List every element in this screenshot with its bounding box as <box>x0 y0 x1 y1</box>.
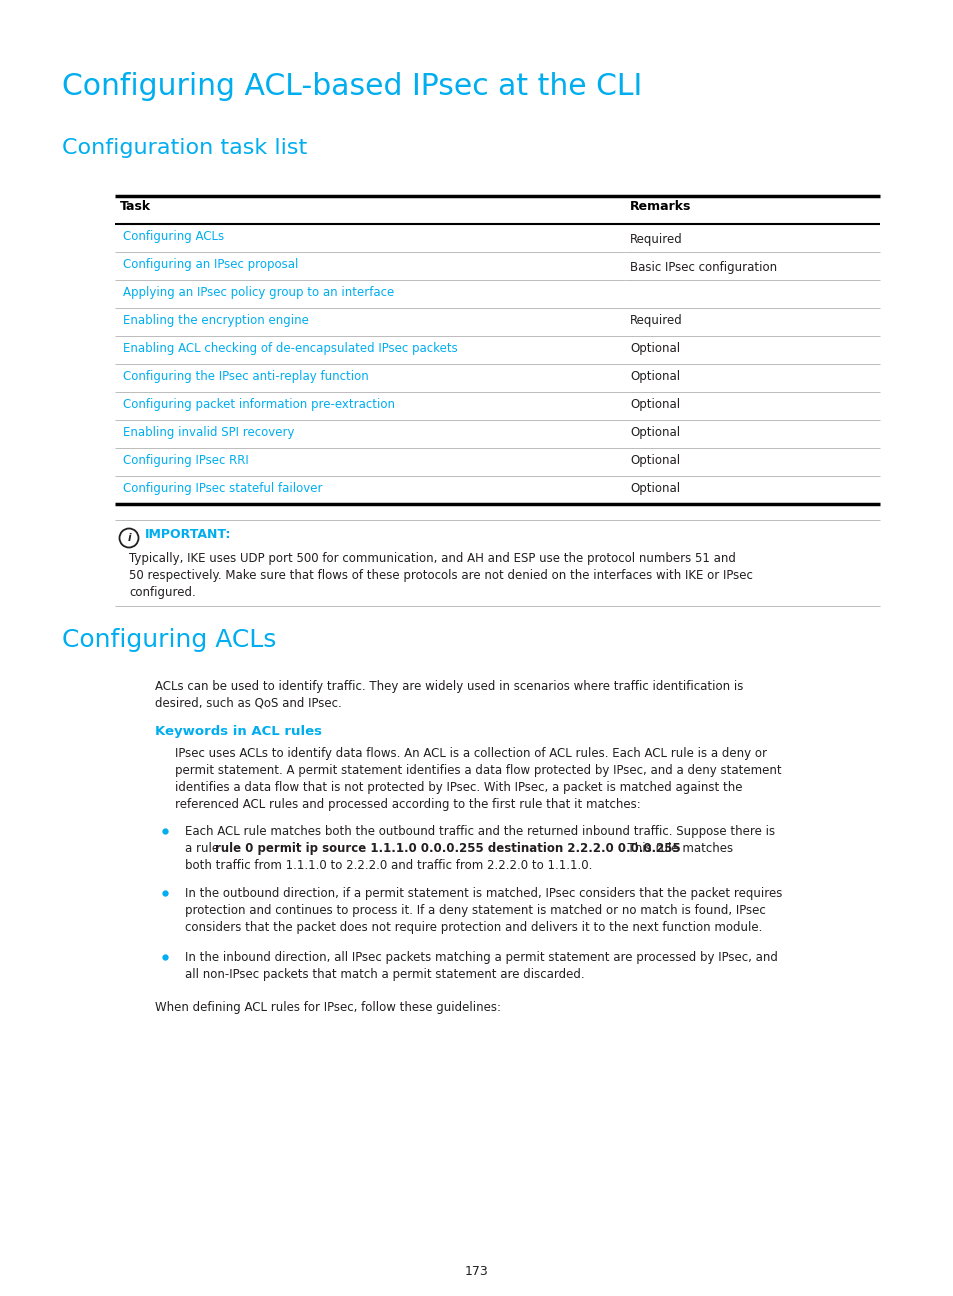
Text: Keywords in ACL rules: Keywords in ACL rules <box>154 724 322 737</box>
Text: both traffic from 1.1.1.0 to 2.2.2.0 and traffic from 2.2.2.0 to 1.1.1.0.: both traffic from 1.1.1.0 to 2.2.2.0 and… <box>185 859 592 872</box>
Text: Optional: Optional <box>629 426 679 439</box>
Text: Configuring ACLs: Configuring ACLs <box>123 229 224 244</box>
Text: permit statement. A permit statement identifies a data flow protected by IPsec, : permit statement. A permit statement ide… <box>174 765 781 778</box>
Text: desired, such as QoS and IPsec.: desired, such as QoS and IPsec. <box>154 697 341 710</box>
Text: Typically, IKE uses UDP port 500 for communication, and AH and ESP use the proto: Typically, IKE uses UDP port 500 for com… <box>129 552 735 565</box>
Text: a rule: a rule <box>185 842 223 855</box>
Text: Configuration task list: Configuration task list <box>62 137 307 158</box>
Text: Applying an IPsec policy group to an interface: Applying an IPsec policy group to an int… <box>123 286 394 299</box>
Text: ACLs can be used to identify traffic. They are widely used in scenarios where tr: ACLs can be used to identify traffic. Th… <box>154 680 742 693</box>
Text: Configuring the IPsec anti-replay function: Configuring the IPsec anti-replay functi… <box>123 369 369 384</box>
Text: IPsec uses ACLs to identify data flows. An ACL is a collection of ACL rules. Eac: IPsec uses ACLs to identify data flows. … <box>174 746 766 759</box>
Text: 50 respectively. Make sure that flows of these protocols are not denied on the i: 50 respectively. Make sure that flows of… <box>129 569 752 582</box>
Text: Optional: Optional <box>629 398 679 411</box>
Text: Remarks: Remarks <box>629 200 691 213</box>
Text: 173: 173 <box>465 1265 488 1278</box>
Text: Optional: Optional <box>629 454 679 467</box>
Text: Configuring ACL-based IPsec at the CLI: Configuring ACL-based IPsec at the CLI <box>62 73 641 101</box>
Text: Required: Required <box>629 233 682 246</box>
Text: Each ACL rule matches both the outbound traffic and the returned inbound traffic: Each ACL rule matches both the outbound … <box>185 826 774 839</box>
Text: IMPORTANT:: IMPORTANT: <box>145 527 232 540</box>
Text: Optional: Optional <box>629 482 679 495</box>
Text: all non-IPsec packets that match a permit statement are discarded.: all non-IPsec packets that match a permi… <box>185 968 584 981</box>
Text: Configuring an IPsec proposal: Configuring an IPsec proposal <box>123 258 298 271</box>
Text: Required: Required <box>629 314 682 327</box>
Text: i: i <box>127 533 131 543</box>
Text: Enabling the encryption engine: Enabling the encryption engine <box>123 314 309 327</box>
Text: When defining ACL rules for IPsec, follow these guidelines:: When defining ACL rules for IPsec, follo… <box>154 1001 500 1013</box>
Text: configured.: configured. <box>129 586 195 599</box>
Text: Optional: Optional <box>629 369 679 384</box>
Text: Basic IPsec configuration: Basic IPsec configuration <box>629 260 777 273</box>
Text: Configuring IPsec stateful failover: Configuring IPsec stateful failover <box>123 482 322 495</box>
Text: Configuring ACLs: Configuring ACLs <box>62 629 276 652</box>
Text: Configuring packet information pre-extraction: Configuring packet information pre-extra… <box>123 398 395 411</box>
Text: considers that the packet does not require protection and delivers it to the nex: considers that the packet does not requi… <box>185 921 761 934</box>
Text: In the inbound direction, all IPsec packets matching a permit statement are proc: In the inbound direction, all IPsec pack… <box>185 951 777 964</box>
Text: Enabling ACL checking of de-encapsulated IPsec packets: Enabling ACL checking of de-encapsulated… <box>123 342 457 355</box>
Text: rule 0 permit ip source 1.1.1.0 0.0.0.255 destination 2.2.2.0 0.0.0.255: rule 0 permit ip source 1.1.1.0 0.0.0.25… <box>214 842 680 855</box>
Text: . This rule matches: . This rule matches <box>619 842 732 855</box>
Text: Configuring IPsec RRI: Configuring IPsec RRI <box>123 454 249 467</box>
Text: Optional: Optional <box>629 342 679 355</box>
Text: referenced ACL rules and processed according to the first rule that it matches:: referenced ACL rules and processed accor… <box>174 798 640 811</box>
Text: Task: Task <box>120 200 151 213</box>
Text: In the outbound direction, if a permit statement is matched, IPsec considers tha: In the outbound direction, if a permit s… <box>185 886 781 899</box>
Text: Enabling invalid SPI recovery: Enabling invalid SPI recovery <box>123 426 294 439</box>
Text: identifies a data flow that is not protected by IPsec. With IPsec, a packet is m: identifies a data flow that is not prote… <box>174 781 741 794</box>
Text: protection and continues to process it. If a deny statement is matched or no mat: protection and continues to process it. … <box>185 905 765 918</box>
